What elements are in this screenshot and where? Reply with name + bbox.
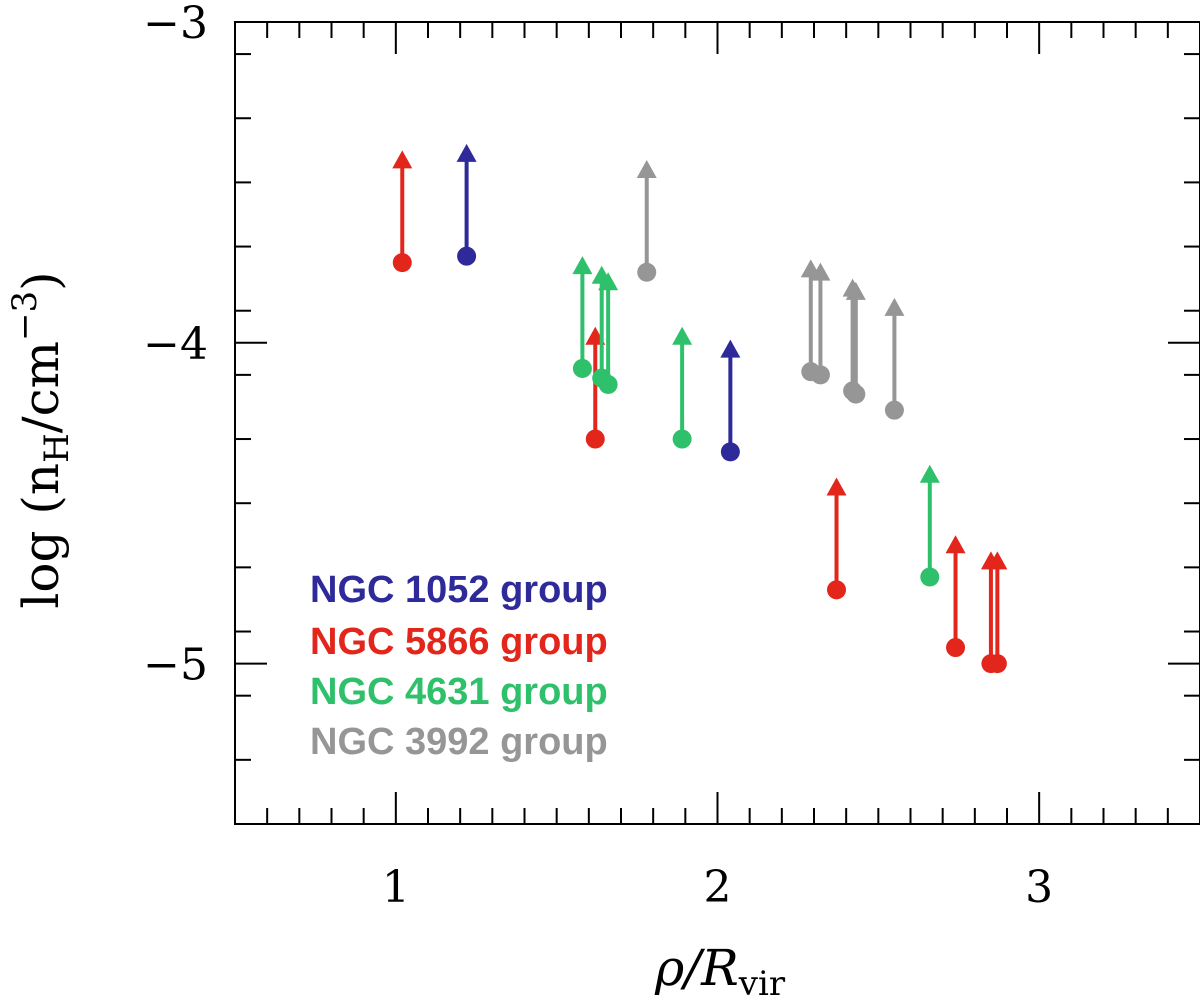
data-marker — [827, 580, 847, 600]
legend-entry-ngc-1052: NGC 1052 group — [310, 569, 608, 611]
limit-arrow-head — [456, 143, 477, 162]
data-point — [720, 339, 741, 462]
limit-arrow-head — [945, 535, 966, 554]
y-tick-label: −3 — [143, 0, 208, 49]
data-marker — [457, 246, 477, 266]
data-marker — [585, 429, 605, 449]
data-point — [810, 262, 831, 385]
data-point — [585, 326, 606, 449]
x-tick-label: 3 — [1025, 862, 1053, 913]
data-point — [826, 477, 847, 600]
data-point — [845, 281, 866, 404]
data-marker — [637, 262, 657, 282]
y-tick-label: −5 — [143, 640, 208, 691]
tick-labels: 1 2 3 −3 −4 −5 — [143, 0, 1053, 913]
data-marker — [392, 253, 412, 273]
data-point — [884, 297, 905, 420]
x-tick-label: 1 — [382, 862, 410, 913]
data-marker — [720, 442, 740, 462]
major-ticks — [235, 21, 1200, 824]
data-point — [919, 464, 940, 587]
data-marker — [672, 429, 692, 449]
series-layer — [392, 143, 1008, 674]
legend: NGC 1052 group NGC 5866 group NGC 4631 g… — [310, 569, 608, 763]
data-marker — [810, 365, 830, 385]
data-marker — [920, 567, 940, 587]
limit-arrow-head — [987, 551, 1008, 570]
legend-entry-ngc-3992: NGC 3992 group — [310, 721, 608, 763]
data-point — [456, 143, 477, 266]
data-point — [987, 551, 1008, 674]
limit-arrow-head — [572, 256, 593, 275]
limit-arrow-head — [810, 262, 831, 281]
data-marker — [946, 638, 966, 658]
y-axis-title: log (nH/cm−3) — [5, 271, 77, 608]
data-marker — [598, 375, 618, 395]
limit-arrow-head — [672, 326, 693, 345]
data-marker — [572, 358, 592, 378]
limit-arrow-head — [884, 297, 905, 316]
x-tick-label: 2 — [704, 862, 732, 913]
limit-arrow-head — [392, 150, 413, 169]
legend-entry-ngc-5866: NGC 5866 group — [310, 621, 608, 663]
minor-ticks — [235, 22, 1200, 824]
data-point — [572, 256, 593, 378]
data-marker — [987, 654, 1007, 674]
data-point — [598, 272, 619, 395]
y-tick-label: −4 — [143, 319, 208, 370]
limit-arrow-head — [826, 477, 847, 496]
limit-arrow-head — [636, 159, 657, 178]
data-marker — [884, 400, 904, 420]
data-point — [636, 159, 657, 282]
data-marker — [846, 384, 866, 404]
limit-arrow-head — [845, 281, 866, 300]
x-axis-title: ρ/Rvir — [654, 939, 786, 995]
limit-arrow-head — [598, 272, 619, 291]
data-point — [392, 150, 413, 273]
limit-arrow-head — [720, 339, 741, 358]
data-point — [672, 326, 693, 449]
limit-arrow-head — [919, 464, 940, 483]
data-point — [945, 535, 966, 658]
legend-entry-ngc-4631: NGC 4631 group — [310, 671, 608, 713]
